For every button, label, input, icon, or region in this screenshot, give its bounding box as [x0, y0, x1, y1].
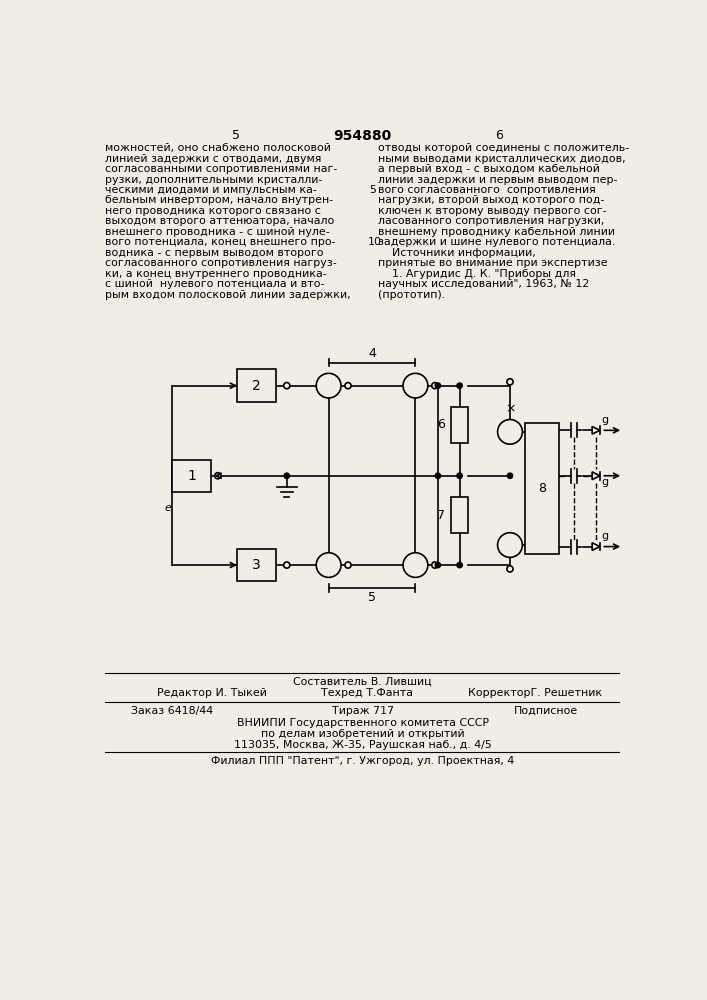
Text: ческими диодами и импульсным ка-: ческими диодами и импульсным ка- — [105, 185, 317, 195]
Bar — [172, 460, 211, 492]
Polygon shape — [592, 543, 600, 550]
Text: бельным инвертором, начало внутрен-: бельным инвертором, начало внутрен- — [105, 195, 334, 205]
Text: 954880: 954880 — [334, 129, 392, 143]
Text: e: e — [164, 503, 171, 513]
Text: Филиал ППП "Патент", г. Ужгород, ул. Проектная, 4: Филиал ППП "Патент", г. Ужгород, ул. Про… — [211, 756, 515, 766]
Circle shape — [457, 562, 462, 568]
Circle shape — [284, 473, 289, 478]
Text: 113035, Москва, Ж-35, Раушская наб., д. 4/5: 113035, Москва, Ж-35, Раушская наб., д. … — [234, 740, 491, 750]
Text: g: g — [602, 477, 609, 487]
Text: согласованными сопротивлениями наг-: согласованными сопротивлениями наг- — [105, 164, 338, 174]
Text: Техред Т.Фанта: Техред Т.Фанта — [321, 688, 413, 698]
Circle shape — [284, 562, 290, 568]
Text: вого согласованного  сопротивления: вого согласованного сопротивления — [378, 185, 596, 195]
Text: 5: 5 — [369, 185, 376, 195]
Text: g: g — [602, 531, 609, 541]
Text: (прототип).: (прототип). — [378, 290, 445, 300]
Circle shape — [507, 473, 513, 478]
Text: можностей, оно снабжено полосковой: можностей, оно снабжено полосковой — [105, 143, 332, 153]
Text: 2: 2 — [252, 379, 261, 393]
Text: внешнего проводника - с шиной нуле-: внешнего проводника - с шиной нуле- — [105, 227, 330, 237]
Text: Источники информации,: Источники информации, — [378, 248, 536, 258]
Text: рузки, дополнительными кристалли-: рузки, дополнительными кристалли- — [105, 175, 323, 185]
Circle shape — [507, 379, 513, 385]
Bar — [237, 549, 276, 581]
Circle shape — [457, 473, 462, 478]
Text: водника - с первым выводом второго: водника - с первым выводом второго — [105, 248, 324, 258]
Text: выходом второго аттенюатора, начало: выходом второго аттенюатора, начало — [105, 216, 334, 226]
Circle shape — [498, 533, 522, 557]
Circle shape — [403, 553, 428, 577]
Text: Подписное: Подписное — [513, 706, 578, 716]
Text: а первый вход - с выходом кабельной: а первый вход - с выходом кабельной — [378, 164, 600, 174]
Circle shape — [457, 383, 462, 388]
Text: ными выводами кристаллических диодов,: ными выводами кристаллических диодов, — [378, 154, 626, 164]
Text: 10: 10 — [368, 237, 381, 247]
Circle shape — [432, 562, 438, 568]
Text: КорректорГ. Решетник: КорректорГ. Решетник — [468, 688, 602, 698]
Text: научных исследований", 1963, № 12: научных исследований", 1963, № 12 — [378, 279, 590, 289]
Bar — [237, 369, 276, 402]
Circle shape — [436, 562, 440, 568]
Text: ки, а конец внутреннего проводника-: ки, а конец внутреннего проводника- — [105, 269, 327, 279]
Text: Заказ 6418/44: Заказ 6418/44 — [131, 706, 213, 716]
Text: 8: 8 — [538, 482, 546, 495]
Circle shape — [215, 473, 221, 479]
Polygon shape — [592, 472, 600, 480]
Circle shape — [345, 562, 351, 568]
Polygon shape — [592, 426, 600, 434]
Text: 6: 6 — [495, 129, 503, 142]
Text: 5: 5 — [368, 591, 376, 604]
Bar — [451, 497, 468, 533]
Text: линией задержки с отводами, двумя: линией задержки с отводами, двумя — [105, 154, 322, 164]
Text: 4: 4 — [368, 347, 376, 360]
Text: ключен к второму выводу первого сог-: ключен к второму выводу первого сог- — [378, 206, 607, 216]
Text: ×: × — [506, 402, 516, 415]
Circle shape — [316, 373, 341, 398]
Circle shape — [284, 383, 290, 389]
Text: 5: 5 — [232, 129, 240, 142]
Circle shape — [345, 383, 351, 389]
Text: 1. Агуридис Д. К. "Приборы для: 1. Агуридис Д. К. "Приборы для — [378, 269, 576, 279]
Text: Составитель В. Лившиц: Составитель В. Лившиц — [293, 677, 432, 687]
Text: 3: 3 — [252, 558, 261, 572]
Text: с шиной  нулевого потенциала и вто-: с шиной нулевого потенциала и вто- — [105, 279, 325, 289]
Text: рым входом полосковой линии задержки,: рым входом полосковой линии задержки, — [105, 290, 351, 300]
Text: ласованного сопротивления нагрузки,: ласованного сопротивления нагрузки, — [378, 216, 604, 226]
Circle shape — [403, 373, 428, 398]
Text: по делам изобретений и открытий: по делам изобретений и открытий — [261, 729, 464, 739]
Text: согласованного сопротивления нагруз-: согласованного сопротивления нагруз- — [105, 258, 337, 268]
Text: 6: 6 — [437, 418, 445, 431]
Circle shape — [432, 383, 438, 389]
Circle shape — [316, 553, 341, 577]
Text: 7: 7 — [437, 509, 445, 522]
Text: g: g — [602, 415, 609, 425]
Text: вого потенциала, конец внешнего про-: вого потенциала, конец внешнего про- — [105, 237, 336, 247]
Circle shape — [436, 473, 440, 478]
Text: него проводника которого связано с: него проводника которого связано с — [105, 206, 321, 216]
Text: Редактор И. Тыкей: Редактор И. Тыкей — [156, 688, 267, 698]
Circle shape — [507, 566, 513, 572]
Bar — [525, 423, 559, 554]
Text: задержки и шине нулевого потенциала.: задержки и шине нулевого потенциала. — [378, 237, 616, 247]
Text: внешнему проводнику кабельной линии: внешнему проводнику кабельной линии — [378, 227, 615, 237]
Circle shape — [436, 383, 440, 388]
Text: линии задержки и первым выводом пер-: линии задержки и первым выводом пер- — [378, 175, 618, 185]
Text: нагрузки, второй выход которого под-: нагрузки, второй выход которого под- — [378, 195, 604, 205]
Circle shape — [498, 420, 522, 444]
Text: 1: 1 — [187, 469, 196, 483]
Text: принятые во внимание при экспертизе: принятые во внимание при экспертизе — [378, 258, 608, 268]
Bar — [451, 407, 468, 443]
Text: Тираж 717: Тираж 717 — [332, 706, 394, 716]
Text: отводы которой соединены с положитель-: отводы которой соединены с положитель- — [378, 143, 629, 153]
Text: ВНИИПИ Государственного комитета СССР: ВНИИПИ Государственного комитета СССР — [237, 718, 489, 728]
